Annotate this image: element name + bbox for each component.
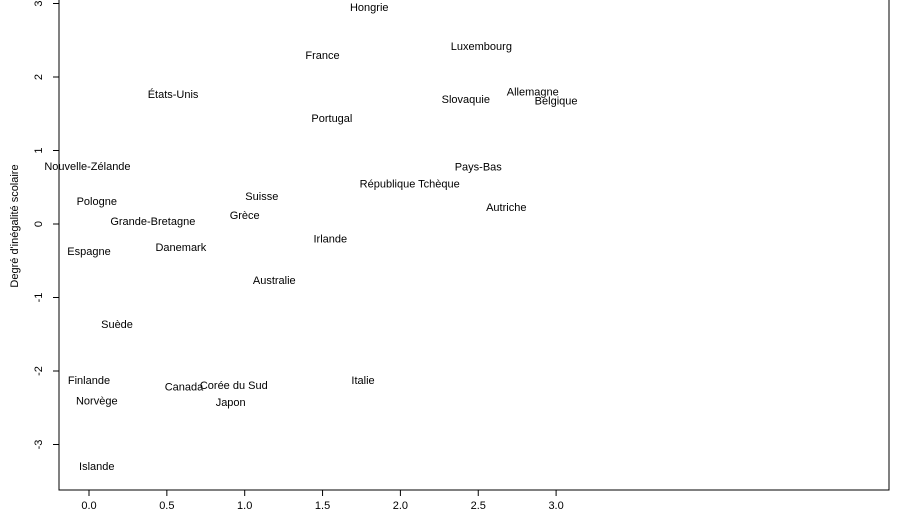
point-label: Finlande <box>68 375 110 387</box>
point-label: Italie <box>351 375 374 387</box>
point-label: Belgique <box>535 96 578 108</box>
point-label: Suède <box>101 319 133 331</box>
x-axis: 0.0 0.5 1.0 1.5 2.0 2.5 3.0 <box>81 490 564 512</box>
point-label: Slovaquie <box>442 94 490 106</box>
y-tick-label: 2 <box>33 74 45 80</box>
point-label: Suisse <box>245 191 278 203</box>
point-label: Canada <box>165 381 204 393</box>
point-label: États-Unis <box>148 88 199 101</box>
point-label: Allemagne <box>507 87 559 99</box>
point-label: Corée du Sud <box>200 380 268 392</box>
point-label: Portugal <box>311 113 352 125</box>
y-tick-label: -2 <box>33 366 45 376</box>
point-label: Australie <box>253 275 296 287</box>
point-label: Grande-Bretagne <box>110 216 195 228</box>
point-label: Pologne <box>77 196 117 208</box>
point-label: Luxembourg <box>451 41 512 53</box>
y-tick-label: -3 <box>33 440 45 450</box>
point-label: Norvège <box>76 395 118 407</box>
x-tick-label: 0.0 <box>81 500 96 512</box>
x-tick-label: 2.0 <box>393 500 408 512</box>
point-label: Japon <box>216 397 246 409</box>
point-label: Grèce <box>230 210 260 222</box>
y-tick-label: 0 <box>33 221 45 227</box>
point-label: Pays-Bas <box>455 162 503 174</box>
y-tick-label: 3 <box>33 0 45 6</box>
x-tick-label: 3.0 <box>548 500 563 512</box>
x-tick-label: 0.5 <box>159 500 174 512</box>
x-tick-label: 2.5 <box>471 500 486 512</box>
point-label: Islande <box>79 461 114 473</box>
point-label: Espagne <box>67 246 110 258</box>
y-axis: -3 -2 -1 0 1 2 3 <box>33 0 59 449</box>
y-tick-label: 1 <box>33 147 45 153</box>
point-label: Irlande <box>314 234 348 246</box>
point-label: Nouvelle-Zélande <box>44 161 130 173</box>
point-label: Hongrie <box>350 2 389 14</box>
x-tick-label: 1.0 <box>237 500 252 512</box>
x-tick-label: 1.5 <box>315 500 330 512</box>
y-axis-title: Degré d'inégalité scolaire <box>9 164 21 287</box>
point-label: République Tchèque <box>360 179 460 191</box>
y-tick-label: -1 <box>33 293 45 303</box>
point-label: Autriche <box>486 202 526 214</box>
data-labels: Hongrie France Luxembourg AllemagneBelgique… <box>44 2 577 473</box>
point-label: Danemark <box>155 242 206 254</box>
point-label: France <box>305 50 339 62</box>
